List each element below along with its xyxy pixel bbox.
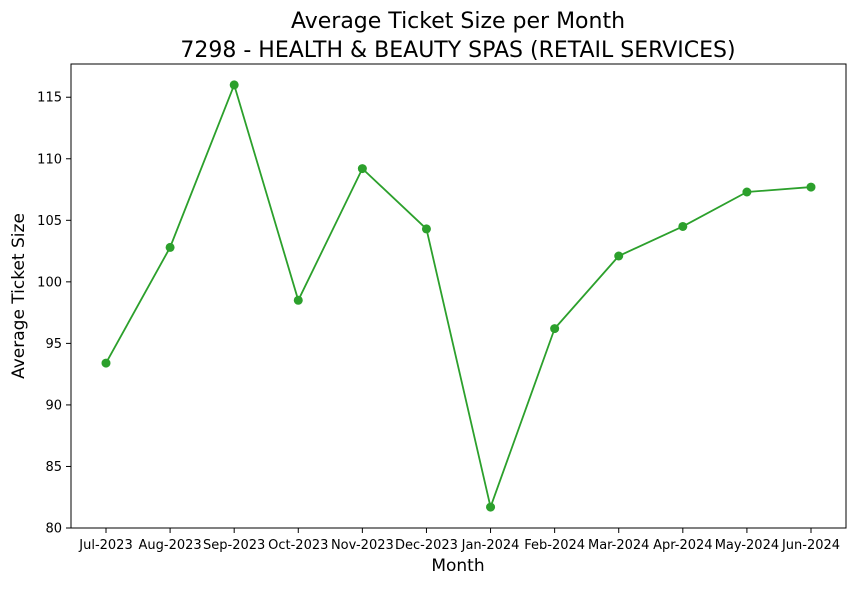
data-point: [806, 182, 816, 192]
data-point: [742, 187, 752, 197]
x-tick-label: May-2024: [715, 538, 779, 553]
data-point: [229, 80, 239, 90]
x-tick-label: Mar-2024: [588, 538, 649, 553]
y-tick-label: 80: [45, 522, 62, 537]
data-point: [293, 295, 303, 305]
data-point: [165, 242, 175, 252]
chart-subtitle: 7298 - HEALTH & BEAUTY SPAS (RETAIL SERV…: [180, 38, 735, 63]
plot-area: 80 85 90 95 100 105 110 115 Jul-2023 Aug-2023 Sep-…: [37, 63, 847, 553]
x-tick-label: Nov-2023: [331, 538, 394, 553]
data-point: [486, 502, 496, 512]
data-point: [678, 221, 688, 231]
series-line: [105, 84, 812, 508]
data-point: [357, 164, 367, 174]
x-tick-label: Dec-2023: [395, 538, 458, 553]
y-tick-label: 95: [45, 337, 62, 352]
x-tick-label: Aug-2023: [139, 538, 202, 553]
x-axis-label: Month: [431, 556, 484, 576]
y-tick-label: 90: [45, 398, 62, 413]
data-point: [614, 251, 624, 261]
x-tick-label: Jul-2023: [78, 538, 132, 553]
data-point: [421, 224, 431, 234]
x-tick-label: Jan-2024: [461, 538, 520, 553]
data-point: [550, 324, 560, 334]
y-axis-label: Average Ticket Size: [9, 213, 29, 379]
x-tick-label: Oct-2023: [268, 538, 328, 553]
chart-title: Average Ticket Size per Month: [291, 9, 625, 34]
x-tick-label: Apr-2024: [653, 538, 712, 553]
y-tick-label: 105: [37, 214, 62, 229]
y-tick-label: 115: [37, 91, 62, 106]
plot-frame: [70, 63, 847, 529]
y-tick-label: 100: [37, 275, 62, 290]
x-tick-label: Feb-2024: [524, 538, 585, 553]
y-tick-label: 110: [37, 152, 62, 167]
x-tick-label: Sep-2023: [203, 538, 265, 553]
x-tick-label: Jun-2024: [781, 538, 840, 553]
data-point: [101, 358, 111, 368]
y-tick-label: 85: [45, 460, 62, 475]
